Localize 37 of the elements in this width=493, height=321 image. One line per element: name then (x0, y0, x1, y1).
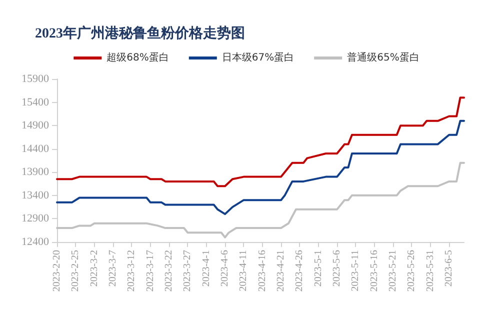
x-tick-label: 2023-5-6 (332, 250, 343, 287)
x-tick-label: 2023-5-21 (388, 250, 399, 292)
x-tick-label: 2023-3-7 (108, 250, 119, 287)
x-tick-label: 2023-4-6 (220, 250, 231, 287)
x-tick-label: 2023-5-31 (424, 250, 436, 292)
x-tick-label: 2023-3-2 (88, 250, 100, 287)
line-series (56, 96, 465, 188)
y-tick-label: 14900 (22, 120, 50, 132)
y-tick-label: 15900 (22, 73, 50, 85)
x-tick-label: 2023-4-11 (238, 250, 250, 292)
x-tick-label: 2023-4-21 (276, 250, 287, 292)
x-tick-label: 2023-4-26 (294, 250, 306, 292)
x-tick-label: 2023-5-16 (368, 250, 380, 292)
x-tick-label: 2023-5-26 (406, 250, 418, 292)
y-tick-label: 12400 (22, 236, 50, 248)
x-tick-label: 2023-5-1 (312, 250, 324, 287)
y-tick-label: 13400 (22, 189, 50, 202)
x-tick-label: 2023-6-5 (444, 250, 455, 287)
y-tick-label: 13900 (22, 166, 50, 178)
line-series (56, 120, 465, 216)
x-tick-label: 2023-2-20 (52, 250, 62, 292)
x-tick-label: 2023-3-27 (182, 250, 194, 292)
x-tick-label: 2023-3-12 (126, 250, 138, 292)
chart-title: 2023年广州港秘鲁鱼粉价格走势图 (35, 24, 245, 42)
y-tick-label: 15400 (22, 96, 50, 108)
x-tick-label: 2023-2-25 (70, 250, 82, 292)
legend-label: 超级68%蛋白 (106, 52, 169, 64)
x-tick-label: 2023-5-11 (350, 250, 362, 292)
y-tick-label: 12900 (22, 212, 50, 225)
line-series (56, 162, 465, 238)
x-tick-label: 2023-3-22 (164, 250, 175, 292)
x-tick-label: 2023-3-17 (144, 250, 156, 292)
y-tick-label: 14400 (22, 142, 50, 155)
legend-label: 普通级65%蛋白 (347, 52, 420, 64)
x-tick-label: 2023-4-16 (256, 250, 268, 292)
legend-label: 日本级67%蛋白 (222, 52, 294, 64)
x-tick-label: 2023-4-1 (200, 250, 212, 287)
